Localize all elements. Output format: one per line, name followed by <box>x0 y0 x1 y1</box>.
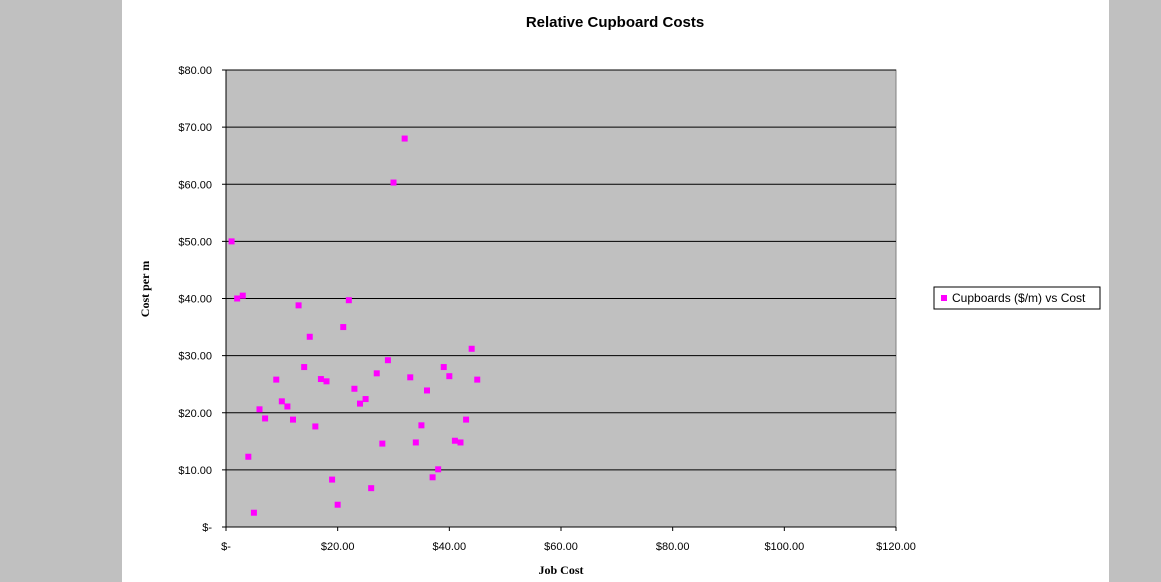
data-point <box>368 485 375 492</box>
data-point <box>390 179 397 186</box>
data-point <box>345 297 352 304</box>
x-tick-label: $80.00 <box>656 541 690 553</box>
data-point <box>312 423 319 430</box>
data-point <box>301 364 308 371</box>
x-tick-label: $- <box>221 541 231 553</box>
data-point <box>250 509 257 516</box>
y-axis-label: Cost per m <box>138 261 152 317</box>
data-point <box>278 398 285 405</box>
data-point <box>463 416 470 423</box>
data-point <box>362 396 369 403</box>
x-axis-label: Job Cost <box>538 563 583 577</box>
data-point <box>273 376 280 383</box>
y-tick-label: $- <box>202 522 212 534</box>
x-tick-label: $40.00 <box>433 541 467 553</box>
data-point <box>474 376 481 383</box>
data-point <box>357 400 363 407</box>
data-point <box>262 415 269 422</box>
data-point <box>468 345 475 352</box>
x-tick-label: $60.00 <box>544 541 578 553</box>
data-point <box>317 376 324 383</box>
legend-entry: Cupboards ($/m) vs Cost <box>952 291 1086 305</box>
y-tick-label: $60.00 <box>178 179 212 191</box>
chart-title: Relative Cupboard Costs <box>526 14 704 31</box>
data-point <box>290 416 296 423</box>
data-point <box>379 440 386 447</box>
data-point <box>256 406 263 413</box>
data-points <box>228 135 481 516</box>
legend: Cupboards ($/m) vs Cost <box>933 286 1101 310</box>
y-tick-label: $70.00 <box>178 122 212 134</box>
data-point <box>323 378 330 385</box>
x-tick-label: $120.00 <box>876 541 916 553</box>
data-point <box>295 302 302 309</box>
data-point <box>418 422 425 429</box>
data-point <box>451 437 458 444</box>
data-point <box>440 364 447 371</box>
x-tick-label: $100.00 <box>764 541 804 553</box>
x-tick-label: $20.00 <box>321 541 355 553</box>
data-point <box>284 403 291 410</box>
data-point <box>424 387 430 394</box>
data-point <box>239 292 246 299</box>
data-point <box>384 357 391 364</box>
data-point <box>407 374 414 381</box>
data-point <box>234 295 241 302</box>
legend-box <box>933 286 1101 310</box>
gridlines <box>226 69 896 471</box>
y-tick-label: $20.00 <box>178 408 212 420</box>
y-tick-label: $30.00 <box>178 351 212 363</box>
data-point <box>351 385 358 392</box>
data-point <box>245 453 252 460</box>
x-axis: $- $20.00 $40.00 $60.00 $80.00 $100.00 $120.00 <box>221 526 916 553</box>
y-axis: $- $10.00 $20.00 $30.00 $40.00 $50.00 $60.00 $7… <box>178 65 227 534</box>
data-point <box>446 373 453 380</box>
data-point <box>373 370 380 377</box>
data-point <box>306 333 313 340</box>
chart-area: Relative Cupboard Costs $- $10.00 $20.00 $3… <box>122 0 1109 582</box>
y-tick-label: $40.00 <box>178 294 212 306</box>
legend-marker <box>941 295 947 301</box>
data-point <box>228 238 235 245</box>
data-point <box>435 466 442 473</box>
data-point <box>457 439 464 446</box>
data-point <box>329 476 336 483</box>
data-point <box>412 439 419 446</box>
y-tick-label: $80.00 <box>178 65 212 77</box>
scatter-chart: Relative Cupboard Costs $- $10.00 $20.00 $3… <box>138 14 1101 577</box>
data-point <box>429 474 436 481</box>
data-point <box>340 324 347 331</box>
data-point <box>334 501 341 508</box>
data-point <box>401 135 408 142</box>
y-tick-label: $10.00 <box>178 465 212 477</box>
y-tick-label: $50.00 <box>178 236 212 248</box>
